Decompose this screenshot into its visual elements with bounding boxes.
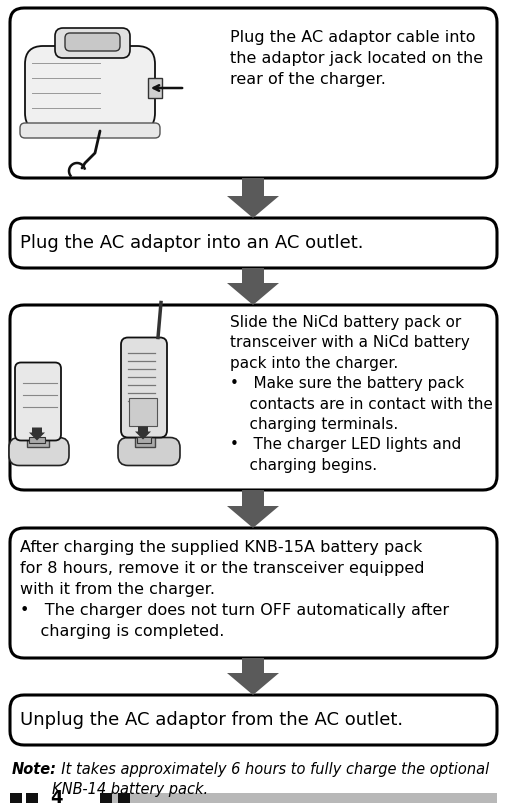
- Polygon shape: [242, 490, 264, 506]
- Text: Unplug the AC adaptor from the AC outlet.: Unplug the AC adaptor from the AC outlet…: [20, 711, 403, 729]
- Bar: [29, 437, 45, 442]
- FancyBboxPatch shape: [15, 363, 61, 441]
- Text: Note:: Note:: [12, 762, 57, 777]
- FancyBboxPatch shape: [55, 28, 130, 58]
- FancyBboxPatch shape: [10, 8, 497, 178]
- Bar: [100, 793, 497, 803]
- Polygon shape: [227, 673, 279, 695]
- Polygon shape: [135, 426, 151, 439]
- FancyBboxPatch shape: [9, 438, 69, 466]
- FancyBboxPatch shape: [118, 438, 180, 466]
- Polygon shape: [227, 506, 279, 528]
- Bar: [100, 793, 112, 803]
- Bar: [137, 437, 151, 442]
- Bar: [148, 78, 162, 98]
- Polygon shape: [242, 658, 264, 673]
- FancyBboxPatch shape: [20, 123, 160, 138]
- FancyBboxPatch shape: [10, 305, 497, 490]
- FancyBboxPatch shape: [65, 33, 120, 51]
- Bar: [26, 793, 38, 803]
- FancyBboxPatch shape: [10, 528, 497, 658]
- Bar: [10, 793, 22, 803]
- Polygon shape: [29, 427, 45, 441]
- FancyBboxPatch shape: [25, 46, 155, 131]
- FancyBboxPatch shape: [10, 695, 497, 745]
- Text: 4: 4: [50, 789, 62, 806]
- FancyBboxPatch shape: [10, 218, 497, 268]
- Bar: [27, 434, 49, 447]
- Text: Plug the AC adaptor into an AC outlet.: Plug the AC adaptor into an AC outlet.: [20, 234, 364, 252]
- Text: Slide the NiCd battery pack or
transceiver with a NiCd battery
pack into the cha: Slide the NiCd battery pack or transceiv…: [230, 315, 493, 473]
- Polygon shape: [227, 196, 279, 218]
- Bar: [129, 397, 157, 426]
- Bar: [135, 434, 155, 447]
- Text: Plug the AC adaptor cable into
the adaptor jack located on the
rear of the charg: Plug the AC adaptor cable into the adapt…: [230, 30, 483, 87]
- Bar: [118, 793, 130, 803]
- Text: After charging the supplied KNB-15A battery pack
for 8 hours, remove it or the t: After charging the supplied KNB-15A batt…: [20, 540, 449, 639]
- Polygon shape: [242, 268, 264, 283]
- Text: It takes approximately 6 hours to fully charge the optional
KNB-14 battery pack.: It takes approximately 6 hours to fully …: [52, 762, 489, 797]
- FancyBboxPatch shape: [121, 338, 167, 438]
- Polygon shape: [242, 178, 264, 196]
- Polygon shape: [227, 283, 279, 305]
